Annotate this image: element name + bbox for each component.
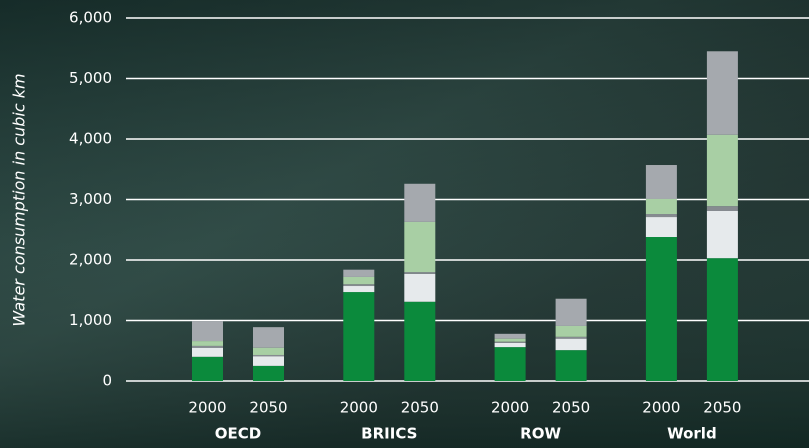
bar-segment — [494, 341, 526, 343]
bar-segment — [555, 350, 587, 381]
x-tick-label: 2000 — [491, 399, 529, 417]
bar-segment — [343, 276, 375, 285]
group-label: ROW — [520, 425, 561, 443]
bar-segment — [404, 272, 436, 274]
group-label: World — [667, 425, 717, 443]
bar-segment — [645, 237, 677, 381]
bar-segment — [645, 214, 677, 218]
bar-segment — [494, 333, 526, 339]
bar-segment — [404, 273, 436, 302]
y-tick-label: 0 — [102, 372, 112, 390]
bar-segment — [253, 365, 284, 381]
y-tick-label: 2,000 — [69, 251, 112, 269]
bar-segment — [404, 221, 436, 273]
bar-segment — [343, 284, 375, 287]
bar-segment — [253, 327, 284, 348]
bar-segment — [706, 51, 738, 135]
bar-segment — [706, 134, 738, 207]
bar-segment — [253, 347, 284, 355]
bar-segment — [555, 325, 587, 337]
bar-segment — [404, 183, 436, 222]
bar-segment — [555, 338, 587, 351]
group-label: OECD — [215, 425, 261, 443]
y-tick-label: 4,000 — [69, 130, 112, 148]
bar-segment — [192, 321, 223, 342]
y-axis-label: Water consumption in cubic km — [10, 73, 29, 326]
bar-segment — [343, 286, 375, 293]
x-tick-label: 2050 — [552, 399, 590, 417]
bar-segment — [404, 301, 436, 381]
bar-segment — [555, 298, 587, 326]
y-tick-label: 6,000 — [69, 9, 112, 27]
bar-segment — [192, 345, 223, 348]
y-tick-label: 1,000 — [69, 311, 112, 329]
bar-segment — [253, 354, 284, 357]
x-tick-label: 2050 — [249, 399, 287, 417]
y-tick-label: 5,000 — [69, 69, 112, 87]
bar-segment — [706, 258, 738, 381]
bar-segment — [645, 198, 677, 215]
bar-segment — [555, 336, 587, 339]
x-tick-label: 2000 — [188, 399, 226, 417]
bar-segment — [343, 269, 375, 277]
bar-segment — [343, 292, 375, 381]
bar-segment — [645, 217, 677, 238]
bar-segment — [494, 338, 526, 342]
bar-segment — [645, 165, 677, 199]
bar-segment — [706, 206, 738, 211]
x-tick-label: 2000 — [642, 399, 680, 417]
bar-segment — [494, 342, 526, 348]
bar-segment — [706, 210, 738, 259]
bar-segment — [192, 341, 223, 346]
x-tick-label: 2050 — [703, 399, 741, 417]
x-tick-label: 2050 — [401, 399, 439, 417]
bar-segment — [494, 347, 526, 381]
group-label: BRIICS — [361, 425, 417, 443]
y-tick-label: 3,000 — [69, 190, 112, 208]
x-tick-label: 2000 — [340, 399, 378, 417]
bar-segment — [192, 356, 223, 381]
bar-segment — [192, 347, 223, 357]
bar-segment — [253, 356, 284, 366]
